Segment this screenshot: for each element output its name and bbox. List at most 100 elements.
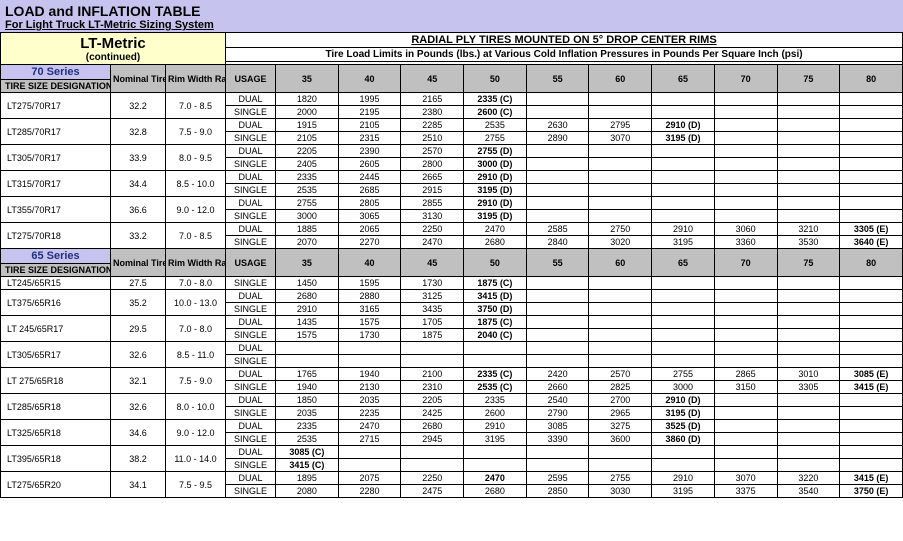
psi-col: 55 bbox=[526, 65, 589, 93]
tire-size: LT355/70R17 bbox=[1, 197, 111, 223]
load-cell: 3435 bbox=[401, 303, 464, 316]
load-cell: 2630 bbox=[526, 119, 589, 132]
load-cell bbox=[526, 93, 589, 106]
load-cell bbox=[777, 342, 840, 355]
usage-dual: DUAL bbox=[226, 145, 276, 158]
load-cell: 2910 bbox=[652, 223, 715, 236]
psi-col: 50 bbox=[464, 249, 527, 277]
load-cell: 2040 (C) bbox=[464, 329, 527, 342]
load-cell bbox=[526, 459, 589, 472]
load-cell: 3030 bbox=[589, 485, 652, 498]
load-cell bbox=[714, 316, 777, 329]
load-cell bbox=[777, 420, 840, 433]
load-cell bbox=[526, 342, 589, 355]
rim-width: 7.5 - 9.0 bbox=[166, 368, 226, 394]
load-cell bbox=[401, 342, 464, 355]
col-nominal: Nominal Tire O.D. * bbox=[111, 249, 166, 277]
radial-sub: Tire Load Limits in Pounds (lbs.) at Var… bbox=[226, 48, 903, 62]
header-bar: LOAD and INFLATION TABLE For Light Truck… bbox=[0, 0, 903, 32]
nominal-od: 32.8 bbox=[111, 119, 166, 145]
load-cell: 2205 bbox=[276, 145, 339, 158]
load-cell bbox=[840, 342, 903, 355]
nominal-od: 29.5 bbox=[111, 316, 166, 342]
rim-width: 9.0 - 12.0 bbox=[166, 420, 226, 446]
load-cell bbox=[840, 420, 903, 433]
load-cell: 2750 bbox=[589, 223, 652, 236]
usage-dual: DUAL bbox=[226, 119, 276, 132]
load-cell bbox=[401, 446, 464, 459]
load-cell: 2755 bbox=[276, 197, 339, 210]
load-cell: 3020 bbox=[589, 236, 652, 249]
load-cell bbox=[777, 446, 840, 459]
load-cell: 2880 bbox=[338, 290, 401, 303]
load-cell bbox=[526, 210, 589, 223]
load-cell: 2910 (D) bbox=[652, 394, 715, 407]
load-cell: 1875 (C) bbox=[464, 316, 527, 329]
load-cell: 2540 bbox=[526, 394, 589, 407]
load-cell: 2755 (D) bbox=[464, 145, 527, 158]
load-cell bbox=[714, 277, 777, 290]
load-cell bbox=[526, 158, 589, 171]
psi-col: 70 bbox=[714, 65, 777, 93]
load-cell: 2585 bbox=[526, 223, 589, 236]
load-cell: 3390 bbox=[526, 433, 589, 446]
tire-size: LT305/65R17 bbox=[1, 342, 111, 368]
load-cell bbox=[840, 277, 903, 290]
load-cell bbox=[777, 93, 840, 106]
load-cell: 2080 bbox=[276, 485, 339, 498]
load-cell bbox=[652, 210, 715, 223]
nominal-od: 34.6 bbox=[111, 420, 166, 446]
load-cell bbox=[652, 329, 715, 342]
load-cell bbox=[401, 459, 464, 472]
load-cell: 2335 bbox=[276, 420, 339, 433]
load-cell: 3210 bbox=[777, 223, 840, 236]
load-cell: 2335 (C) bbox=[464, 368, 527, 381]
load-cell bbox=[714, 171, 777, 184]
usage-dual: DUAL bbox=[226, 472, 276, 485]
load-cell bbox=[464, 459, 527, 472]
load-cell bbox=[840, 433, 903, 446]
header-title: LOAD and INFLATION TABLE bbox=[5, 3, 898, 19]
load-cell bbox=[338, 459, 401, 472]
load-cell: 2315 bbox=[338, 132, 401, 145]
load-cell: 2310 bbox=[401, 381, 464, 394]
tsd-header: TIRE SIZE DESIGNATION bbox=[1, 264, 111, 277]
load-cell bbox=[464, 355, 527, 368]
usage-single: SINGLE bbox=[226, 433, 276, 446]
load-cell bbox=[652, 342, 715, 355]
load-cell: 2470 bbox=[338, 420, 401, 433]
rim-width: 8.5 - 10.0 bbox=[166, 171, 226, 197]
load-cell: 2945 bbox=[401, 433, 464, 446]
load-cell bbox=[589, 93, 652, 106]
header-subtitle: For Light Truck LT-Metric Sizing System bbox=[5, 19, 898, 31]
load-cell: 2470 bbox=[464, 223, 527, 236]
load-cell: 2000 bbox=[276, 106, 339, 119]
load-cell bbox=[526, 184, 589, 197]
nominal-od: 35.2 bbox=[111, 290, 166, 316]
tire-size: LT275/65R20 bbox=[1, 472, 111, 498]
load-cell bbox=[526, 303, 589, 316]
load-cell bbox=[338, 355, 401, 368]
load-cell bbox=[589, 355, 652, 368]
psi-col: 40 bbox=[338, 249, 401, 277]
tire-size: LT245/65R15 bbox=[1, 277, 111, 290]
load-cell bbox=[840, 106, 903, 119]
nominal-od: 34.4 bbox=[111, 171, 166, 197]
load-cell bbox=[652, 93, 715, 106]
load-cell bbox=[714, 329, 777, 342]
usage-single: SINGLE bbox=[226, 381, 276, 394]
psi-col: 35 bbox=[276, 65, 339, 93]
nominal-od: 32.1 bbox=[111, 368, 166, 394]
load-cell bbox=[840, 197, 903, 210]
load-cell bbox=[777, 197, 840, 210]
load-cell: 2910 bbox=[464, 420, 527, 433]
load-cell bbox=[777, 329, 840, 342]
load-cell bbox=[652, 459, 715, 472]
load-cell: 1875 (C) bbox=[464, 277, 527, 290]
load-cell: 2100 bbox=[401, 368, 464, 381]
load-cell: 2685 bbox=[338, 184, 401, 197]
load-cell bbox=[777, 303, 840, 316]
load-cell bbox=[652, 158, 715, 171]
load-cell bbox=[464, 446, 527, 459]
load-cell: 3085 bbox=[526, 420, 589, 433]
